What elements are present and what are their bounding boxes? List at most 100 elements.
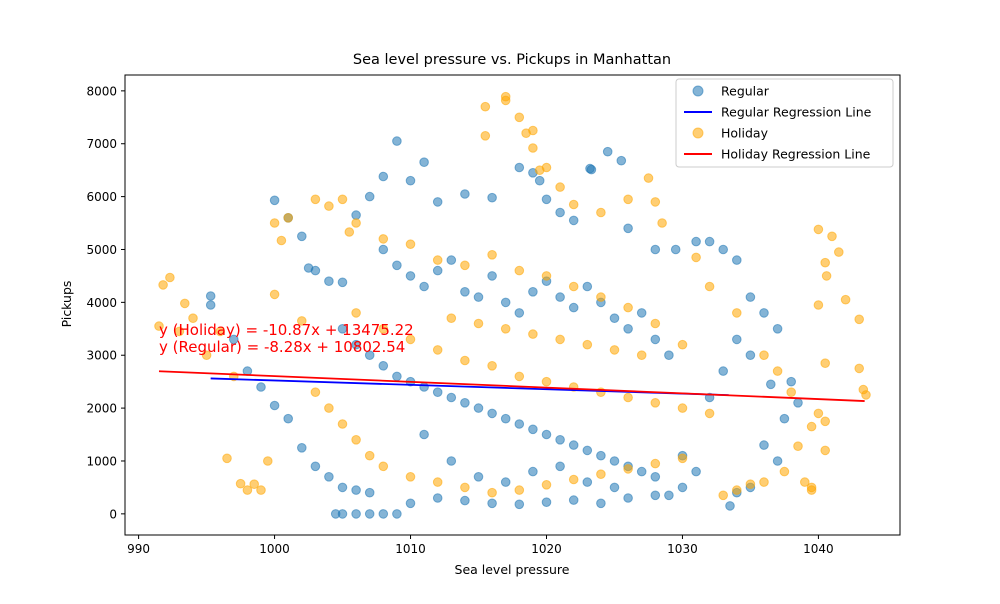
data-point bbox=[623, 392, 633, 403]
data-point bbox=[779, 466, 790, 477]
data-point bbox=[568, 302, 579, 313]
data-point bbox=[677, 482, 688, 493]
data-point bbox=[820, 445, 831, 456]
data-point bbox=[820, 257, 831, 268]
y-tick-label: 1000 bbox=[86, 454, 117, 468]
data-point bbox=[657, 218, 667, 228]
data-point bbox=[732, 334, 742, 345]
data-point bbox=[351, 435, 361, 445]
data-point bbox=[555, 207, 565, 218]
data-point bbox=[813, 408, 824, 419]
data-point bbox=[460, 482, 470, 493]
data-point bbox=[616, 155, 627, 166]
data-point bbox=[636, 350, 647, 361]
data-point bbox=[650, 197, 661, 207]
data-point bbox=[405, 239, 416, 249]
data-point bbox=[514, 485, 525, 495]
data-point bbox=[555, 334, 565, 345]
y-tick-label: 3000 bbox=[86, 349, 117, 363]
data-point bbox=[460, 355, 470, 366]
legend: Regular Regular Regression Line Holiday Hol… bbox=[675, 78, 894, 168]
data-point bbox=[568, 281, 579, 292]
data-point bbox=[759, 477, 769, 487]
legend-label: Regular bbox=[721, 84, 770, 99]
y-tick-label: 5000 bbox=[86, 243, 117, 257]
data-point bbox=[528, 143, 538, 153]
data-point bbox=[205, 300, 216, 310]
data-point bbox=[419, 382, 429, 392]
data-point bbox=[337, 194, 348, 205]
data-point bbox=[174, 326, 185, 337]
data-point bbox=[793, 441, 803, 452]
data-point bbox=[568, 495, 579, 505]
data-point bbox=[473, 318, 484, 329]
data-point bbox=[555, 461, 565, 472]
data-point bbox=[555, 435, 565, 445]
data-point bbox=[460, 189, 470, 199]
data-point bbox=[432, 197, 443, 207]
x-tick-label: 1040 bbox=[803, 542, 834, 556]
data-point bbox=[460, 260, 470, 271]
data-point bbox=[263, 456, 273, 466]
data-point bbox=[555, 182, 565, 192]
data-point bbox=[460, 398, 470, 408]
x-tick-label: 1020 bbox=[531, 542, 562, 556]
data-point bbox=[514, 112, 525, 123]
data-point bbox=[596, 498, 606, 509]
data-point bbox=[745, 350, 756, 361]
data-point bbox=[324, 472, 334, 482]
data-point bbox=[405, 175, 416, 186]
annotations: y (Holiday) = -10.87x + 13475.22y (Regul… bbox=[159, 321, 414, 356]
data-point bbox=[806, 485, 817, 495]
data-point bbox=[650, 458, 661, 469]
data-point bbox=[249, 479, 259, 490]
data-point bbox=[779, 413, 790, 424]
data-point bbox=[514, 265, 525, 276]
legend-label: Holiday Regression Line bbox=[721, 147, 871, 162]
data-point bbox=[364, 450, 375, 461]
data-point bbox=[378, 171, 389, 182]
data-point bbox=[446, 456, 457, 466]
data-point bbox=[405, 472, 416, 482]
data-point bbox=[310, 265, 321, 276]
data-point bbox=[745, 479, 756, 490]
data-point bbox=[487, 192, 497, 203]
data-point bbox=[460, 495, 470, 506]
data-point bbox=[861, 390, 871, 400]
data-point bbox=[446, 255, 457, 265]
data-point bbox=[582, 339, 593, 350]
data-point bbox=[786, 376, 797, 387]
data-point bbox=[256, 485, 266, 495]
data-point bbox=[759, 440, 769, 450]
data-point bbox=[609, 482, 620, 493]
data-point bbox=[514, 499, 525, 510]
data-point bbox=[623, 194, 633, 205]
data-point bbox=[528, 329, 538, 339]
data-point bbox=[555, 292, 565, 302]
data-point bbox=[514, 419, 525, 429]
data-point bbox=[364, 509, 375, 519]
data-point bbox=[487, 250, 497, 260]
legend-label: Holiday bbox=[721, 126, 769, 141]
data-point bbox=[297, 231, 307, 242]
data-point bbox=[324, 276, 334, 287]
data-point bbox=[392, 509, 402, 519]
data-point bbox=[276, 235, 287, 246]
data-point bbox=[725, 501, 735, 511]
data-point bbox=[514, 162, 525, 173]
data-point bbox=[793, 398, 803, 408]
y-tick-label: 4000 bbox=[86, 296, 117, 310]
data-point bbox=[534, 175, 545, 186]
regression-line bbox=[158, 370, 865, 402]
data-point bbox=[691, 466, 701, 477]
data-point bbox=[528, 466, 538, 477]
data-point bbox=[596, 450, 606, 461]
data-point bbox=[351, 308, 361, 318]
data-point bbox=[229, 334, 239, 345]
data-point bbox=[840, 294, 851, 305]
data-point bbox=[324, 201, 334, 211]
data-point bbox=[602, 146, 613, 157]
plot-frame bbox=[124, 74, 901, 536]
data-point bbox=[541, 376, 552, 387]
